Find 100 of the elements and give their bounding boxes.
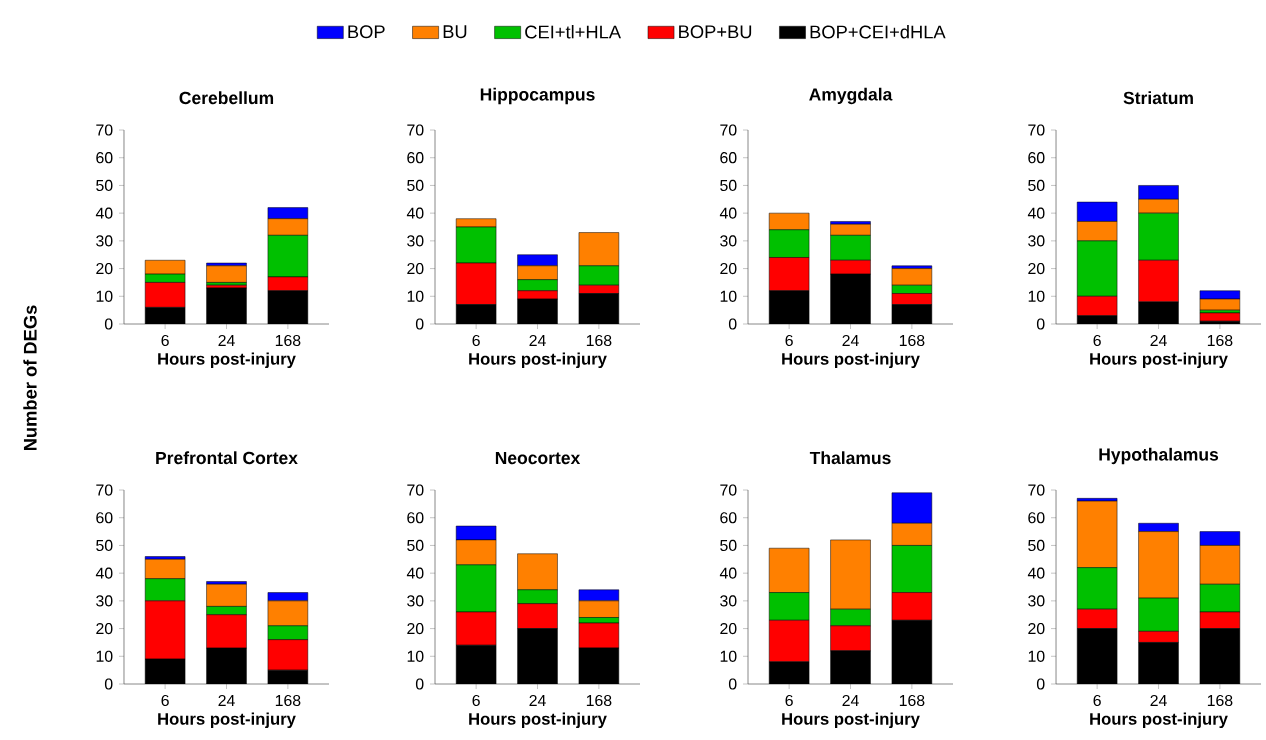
chart-title: Cerebellum — [179, 91, 274, 105]
x-tick-label: 24 — [842, 694, 859, 706]
legend-label: BOP+CEI+dHLA — [810, 25, 946, 39]
y-tick-label: 60 — [720, 512, 737, 524]
y-tick-label: 50 — [720, 539, 737, 552]
chart-title: Hippocampus — [480, 87, 595, 105]
x-tick-label: 168 — [275, 334, 301, 347]
y-tick-label: 20 — [96, 622, 113, 635]
y-tick-label: 70 — [1028, 484, 1045, 496]
y-tick-label: 60 — [720, 152, 737, 164]
x-tick-label: 6 — [161, 694, 169, 707]
y-tick-label: 10 — [720, 290, 737, 302]
y-tick-label: 30 — [1028, 595, 1045, 607]
y-tick-label: 70 — [407, 124, 424, 136]
x-tick-label: 168 — [1207, 334, 1233, 347]
y-tick-label: 0 — [728, 678, 737, 690]
x-tick-label: 168 — [586, 694, 612, 707]
chart-title: Hypothalamus — [1099, 447, 1219, 465]
y-tick-label: 50 — [96, 539, 113, 552]
x-axis-title: Hours post-injury — [469, 712, 607, 729]
x-tick-label: 24 — [218, 694, 235, 706]
y-tick-label: 50 — [407, 179, 424, 192]
y-tick-label: 40 — [719, 567, 737, 579]
y-tick-label: 40 — [95, 207, 113, 219]
chart-title: Striatum — [1123, 91, 1193, 105]
y-tick-label: 40 — [95, 567, 113, 579]
chart-title: Neocortex — [495, 451, 581, 465]
y-tick-label: 20 — [407, 262, 424, 275]
y-tick-label: 50 — [407, 539, 424, 552]
y-tick-label: 10 — [720, 650, 737, 662]
x-tick-label: 24 — [529, 334, 546, 346]
y-tick-label: 60 — [96, 152, 113, 164]
x-tick-label: 168 — [1207, 694, 1233, 707]
y-tick-label: 30 — [720, 595, 737, 607]
x-tick-label: 168 — [899, 694, 925, 707]
x-axis-title: Hours post-injury — [1090, 352, 1228, 369]
x-tick-label: 6 — [472, 334, 480, 347]
y-tick-label: 40 — [406, 207, 424, 219]
y-tick-label: 60 — [96, 512, 113, 524]
x-tick-label: 6 — [785, 334, 793, 347]
x-tick-label: 24 — [529, 694, 546, 706]
y-tick-label: 30 — [96, 235, 113, 247]
chart-title: Thalamus — [809, 451, 891, 465]
y-tick-label: 0 — [1036, 318, 1045, 330]
y-axis-title: Number of DEGs — [23, 305, 37, 451]
y-tick-label: 0 — [728, 318, 737, 330]
legend-label: BOP+BU — [679, 25, 752, 39]
y-tick-label: 30 — [407, 235, 424, 247]
x-tick-label: 24 — [1150, 334, 1167, 346]
y-tick-label: 30 — [720, 235, 737, 247]
x-axis-title: Hours post-injury — [158, 352, 296, 369]
y-tick-label: 30 — [407, 595, 424, 607]
legend-label: CEI+tl+HLA — [525, 25, 622, 39]
x-tick-label: 168 — [899, 334, 925, 347]
y-tick-label: 30 — [96, 595, 113, 607]
y-tick-label: 70 — [407, 484, 424, 496]
x-tick-label: 6 — [1093, 334, 1101, 347]
y-tick-label: 40 — [406, 567, 424, 579]
x-tick-label: 24 — [218, 334, 235, 346]
y-tick-label: 0 — [104, 678, 113, 690]
y-tick-label: 50 — [1028, 179, 1045, 192]
y-tick-label: 10 — [407, 290, 424, 302]
y-tick-label: 50 — [1028, 539, 1045, 552]
y-tick-label: 10 — [1028, 290, 1045, 302]
y-tick-label: 60 — [407, 512, 424, 524]
x-tick-label: 24 — [842, 334, 859, 346]
y-tick-label: 10 — [96, 290, 113, 302]
y-tick-label: 50 — [720, 179, 737, 192]
y-tick-label: 0 — [415, 318, 424, 330]
y-tick-label: 70 — [96, 484, 113, 496]
y-tick-label: 0 — [1036, 678, 1045, 690]
chart-title: Prefrontal Cortex — [156, 451, 298, 465]
legend-label: BU — [443, 25, 467, 39]
y-tick-label: 0 — [415, 678, 424, 690]
y-tick-label: 30 — [1028, 235, 1045, 247]
x-tick-label: 168 — [586, 334, 612, 347]
x-axis-title: Hours post-injury — [782, 712, 920, 729]
y-tick-label: 50 — [96, 179, 113, 192]
y-tick-label: 20 — [1028, 262, 1045, 275]
y-tick-label: 20 — [720, 262, 737, 275]
x-tick-label: 6 — [1093, 694, 1101, 707]
y-tick-label: 10 — [1028, 650, 1045, 662]
y-tick-label: 70 — [720, 484, 737, 496]
x-tick-label: 168 — [275, 694, 301, 707]
y-tick-label: 10 — [96, 650, 113, 662]
y-tick-label: 20 — [1028, 622, 1045, 635]
y-tick-label: 40 — [1027, 567, 1045, 579]
y-tick-label: 70 — [720, 124, 737, 136]
legend-label: BOP — [348, 25, 385, 39]
chart-title: Amygdala — [809, 87, 893, 105]
x-axis-title: Hours post-injury — [469, 352, 607, 369]
x-tick-label: 24 — [1150, 694, 1167, 706]
x-axis-title: Hours post-injury — [1090, 712, 1228, 729]
y-tick-label: 70 — [96, 124, 113, 136]
bar — [1199, 312, 1241, 322]
y-tick-label: 20 — [96, 262, 113, 275]
bar — [206, 265, 247, 283]
x-tick-label: 6 — [472, 694, 480, 707]
y-tick-label: 60 — [1028, 152, 1045, 164]
y-tick-label: 0 — [104, 318, 113, 330]
